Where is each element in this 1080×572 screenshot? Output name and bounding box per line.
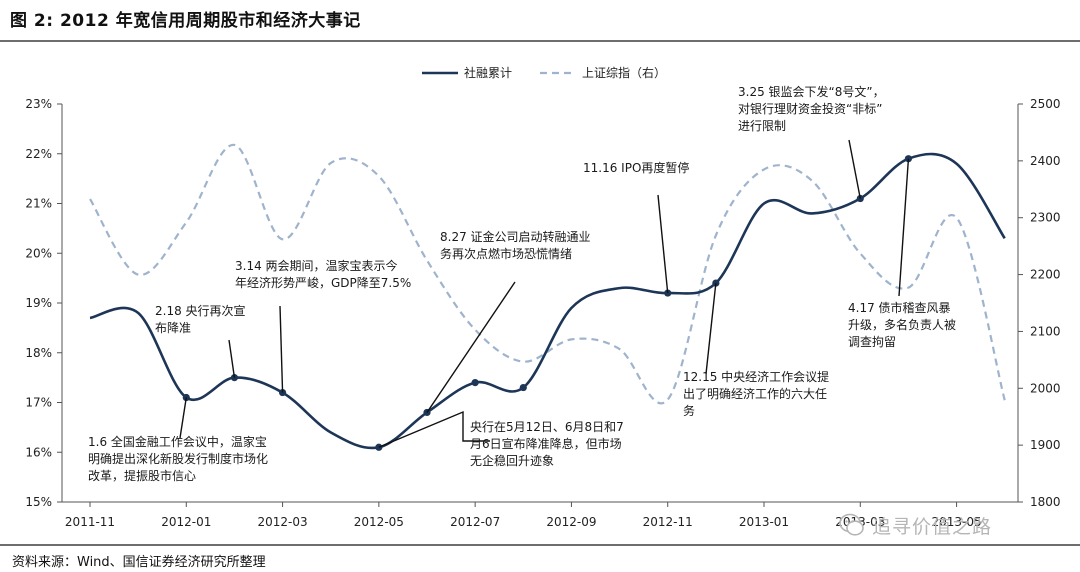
legend-label-social-financing: 社融累计 — [464, 65, 512, 80]
x-tick-label: 2012-03 — [258, 515, 308, 529]
annotation-text: 3.14 两会期间，温家宝表示今 — [235, 258, 398, 273]
y-right-tick-label: 2000 — [1030, 381, 1061, 395]
annotation-text: 12.15 中央经济工作会议提 — [683, 369, 829, 384]
annotation-text: 布降准 — [155, 321, 191, 335]
annotation-leader — [279, 305, 284, 393]
annotation-text: 月6日宣布降准降息，但市场 — [470, 436, 622, 451]
annotation-leader — [179, 397, 187, 439]
y-left-tick-label: 15% — [25, 495, 52, 509]
annotation-text: 出了明确经济工作的六大任 — [683, 386, 827, 401]
figure-source: 资料来源：Wind、国信证券经济研究所整理 — [12, 555, 266, 570]
data-point-marker — [904, 155, 913, 163]
annotation-leader — [228, 339, 236, 378]
annotation-text: 改革，提振股市信心 — [88, 468, 196, 483]
source-rule — [0, 544, 1080, 546]
y-right-tick-label: 1800 — [1030, 495, 1061, 509]
annotation-text: 进行限制 — [738, 119, 786, 133]
annotation-text: 务 — [683, 403, 695, 418]
y-right-tick-label: 2300 — [1030, 211, 1061, 225]
x-tick-label: 2012-05 — [354, 515, 404, 529]
y-right-tick-label: 1900 — [1030, 438, 1061, 452]
title-rule — [0, 40, 1080, 42]
y-right-tick-label: 2500 — [1030, 97, 1061, 111]
x-tick-label: 2013-01 — [739, 515, 789, 529]
y-left-tick-label: 20% — [25, 246, 52, 260]
wechat-logo-icon — [839, 513, 864, 536]
data-markers — [182, 155, 913, 451]
watermark: 追寻价值之路 — [838, 508, 1054, 542]
axes: 15% 16% 17% 18% 19% 20% 21% 22% 23% 1800 1900 2000 2… — [25, 97, 1060, 529]
x-tick-label: 2013-05 — [932, 515, 982, 529]
y-left-tick-label: 18% — [25, 346, 52, 360]
legend-label-shanghai-index: 上证综指（右） — [582, 65, 666, 80]
annotation-leader — [705, 283, 717, 375]
legend: 社融累计 上证综指（右） — [422, 65, 666, 80]
x-tick-label: 2011-11 — [65, 515, 115, 529]
annotation-text: 升级，多名负责人被 — [848, 317, 956, 332]
y-left-tick-label: 22% — [25, 147, 52, 161]
data-point-marker — [519, 383, 527, 392]
x-tick-label: 2012-11 — [643, 515, 693, 529]
annotation-leader — [378, 410, 490, 448]
x-tick-label: 2012-01 — [161, 515, 211, 529]
y-right-tick-label: 2200 — [1030, 268, 1061, 282]
data-point-marker — [471, 379, 479, 387]
y-right-tick-label: 2400 — [1030, 154, 1061, 168]
x-tick-label: 2012-07 — [450, 515, 500, 529]
annotation-text: 2.18 央行再次宣 — [155, 303, 246, 318]
y-left-tick-label: 19% — [25, 296, 52, 310]
annotation-text: 对银行理财资金投资“非标” — [738, 101, 882, 116]
series-line-shanghai-index — [89, 143, 1006, 405]
y-left-tick-label: 16% — [25, 445, 52, 459]
annotation-text: 3.25 银监会下发“8号文”， — [738, 84, 885, 99]
annotation-text: 4.17 债市稽查风暴 — [848, 300, 951, 315]
annotation-leader — [848, 139, 861, 199]
annotation-text: 务再次点燃市场恐慌情绪 — [440, 246, 572, 261]
figure-title: 图 2: 2012 年宽信用周期股市和经济大事记 — [10, 11, 361, 31]
y-left-tick-label: 17% — [25, 396, 52, 410]
y-right-tick-label: 2100 — [1030, 324, 1061, 338]
annotations: 1.6 全国金融工作会议中，温家宝明确提出深化新股发行制度市场化改革，提振股市信… — [88, 84, 956, 483]
annotation-text: 无企稳回升迹象 — [470, 453, 554, 468]
chart: 15% 16% 17% 18% 19% 20% 21% 22% 23% 1800 1900 2000 2… — [25, 65, 1060, 529]
annotation-text: 11.16 IPO再度暂停 — [583, 160, 689, 175]
annotation-leader — [898, 158, 910, 297]
annotation-text: 年经济形势严峻，GDP降至7.5% — [235, 275, 411, 290]
annotation-text: 调查拘留 — [848, 335, 896, 349]
annotation-text: 明确提出深化新股发行制度市场化 — [88, 451, 268, 466]
series-lines — [89, 143, 1006, 450]
y-left-tick-label: 21% — [25, 197, 52, 211]
y-left-tick-label: 23% — [25, 97, 52, 111]
annotation-leader — [426, 281, 516, 413]
watermark-text: 追寻价值之路 — [872, 515, 993, 538]
x-tick-label: 2012-09 — [546, 515, 596, 529]
annotation-text: 央行在5月12日、6月8日和7 — [470, 420, 624, 434]
annotation-text: 1.6 全国金融工作会议中，温家宝 — [88, 434, 267, 449]
annotation-leader — [657, 194, 669, 294]
annotation-text: 8.27 证金公司启动转融通业 — [440, 229, 591, 244]
